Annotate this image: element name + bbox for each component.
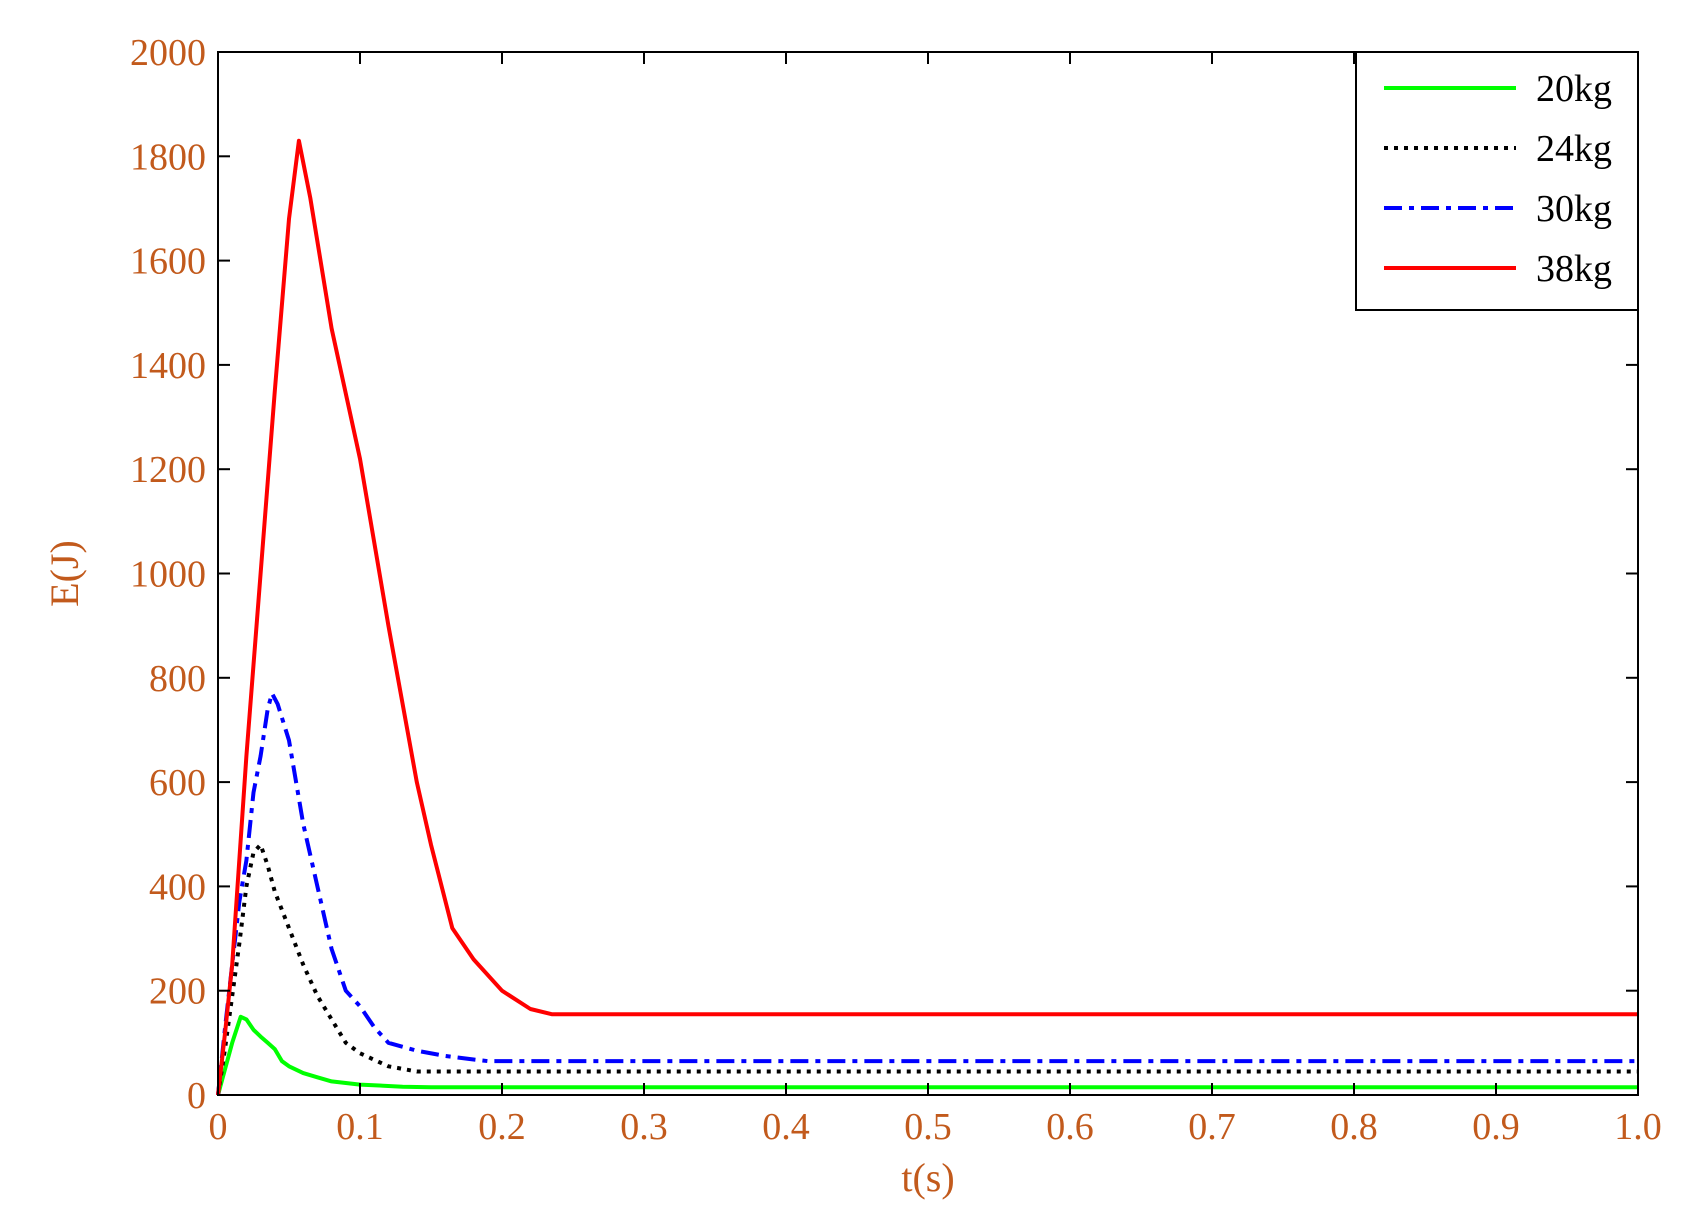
y-tick-label: 600 xyxy=(149,762,206,804)
legend-label-38kg: 38kg xyxy=(1536,248,1612,290)
legend: 20kg 24kg 30kg 38kg xyxy=(1355,51,1639,311)
series-layer xyxy=(216,138,1638,1096)
x-tick-label: 0.6 xyxy=(1046,1106,1094,1148)
x-tick-labels: 0 0.1 0.2 0.3 0.4 0.5 0.6 0.7 0.8 0.9 1.0 xyxy=(209,1106,1662,1148)
y-tick-label: 200 xyxy=(149,971,206,1013)
y-tick-label: 0 xyxy=(187,1075,206,1117)
y-axis-label: E(J) xyxy=(42,540,87,607)
y-tick-label: 1000 xyxy=(130,554,206,596)
y-tick-label: 1600 xyxy=(130,241,206,283)
legend-items: 20kg 24kg 30kg 38kg xyxy=(1384,68,1612,290)
x-axis-label: t(s) xyxy=(901,1155,954,1200)
x-tick-label: 0.7 xyxy=(1188,1106,1236,1148)
x-tick-label: 0.9 xyxy=(1472,1106,1520,1148)
ticks-layer xyxy=(217,51,1639,1096)
x-tick-label: 0.2 xyxy=(478,1106,526,1148)
y-tick-label: 2000 xyxy=(130,32,206,74)
y-tick-label: 1400 xyxy=(130,345,206,387)
x-tick-label: 0.8 xyxy=(1330,1106,1378,1148)
legend-label-24kg: 24kg xyxy=(1536,128,1612,170)
y-tick-label: 1200 xyxy=(130,449,206,491)
x-tick-label: 0 xyxy=(209,1106,228,1148)
x-tick-label: 0.4 xyxy=(762,1106,810,1148)
y-tick-label: 1800 xyxy=(130,136,206,178)
y-tick-label: 400 xyxy=(149,866,206,908)
x-tick-label: 1.0 xyxy=(1614,1106,1662,1148)
series-line-20kg xyxy=(216,1014,1638,1096)
plot-frame xyxy=(217,51,1639,1096)
x-tick-label: 0.5 xyxy=(904,1106,952,1148)
y-tick-label: 800 xyxy=(149,658,206,700)
series-line-38kg xyxy=(216,138,1638,1096)
legend-label-20kg: 20kg xyxy=(1536,68,1612,110)
series-line-30kg xyxy=(216,691,1638,1096)
x-tick-label: 0.3 xyxy=(620,1106,668,1148)
legend-label-30kg: 30kg xyxy=(1536,188,1612,230)
series-line-24kg xyxy=(216,842,1638,1096)
x-tick-label: 0.1 xyxy=(336,1106,384,1148)
y-tick-labels: 0 200 400 600 800 1000 1200 1400 1600 1800 2000 xyxy=(130,32,206,1117)
